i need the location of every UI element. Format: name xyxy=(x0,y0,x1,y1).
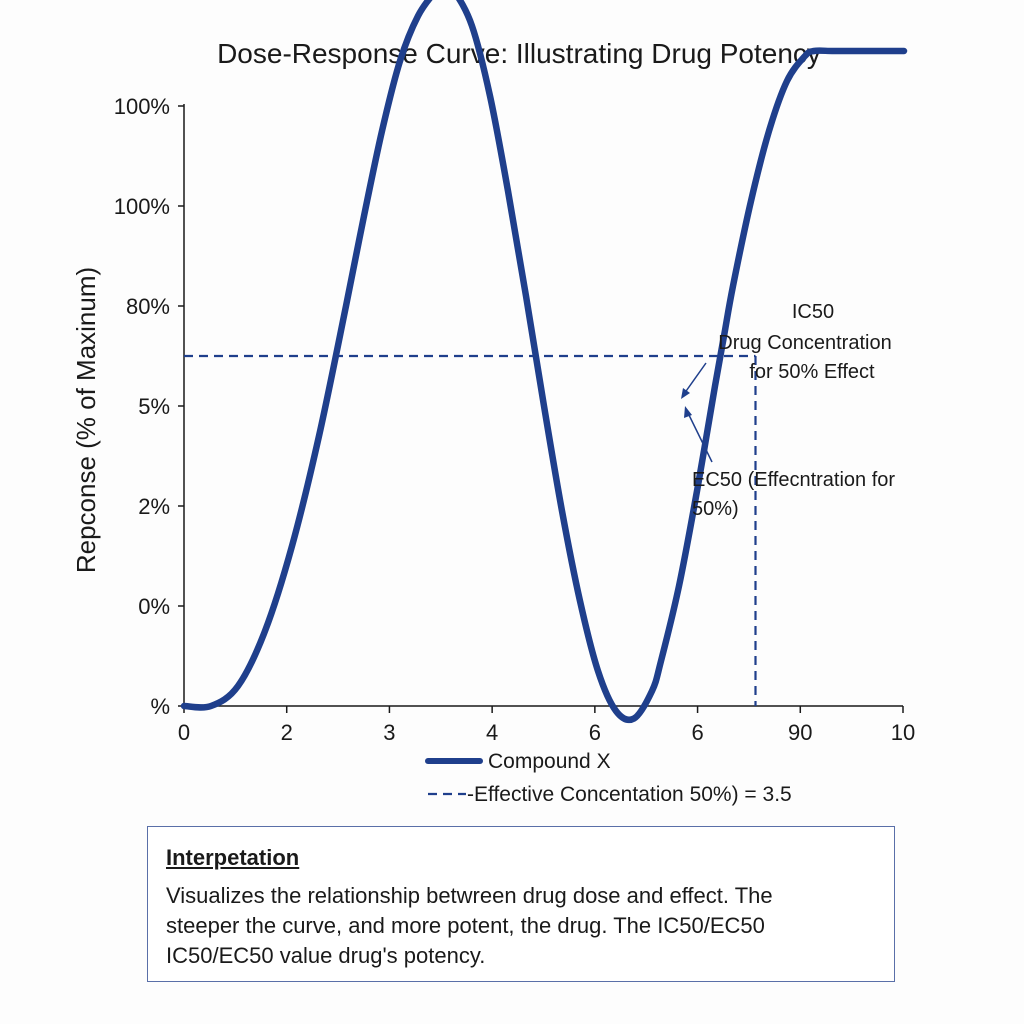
y-tick-label: 5% xyxy=(138,394,170,419)
interpretation-heading: Interpetation xyxy=(166,845,300,870)
x-tick-label: 6 xyxy=(691,720,703,745)
legend-label-reference: -Effective Concentation 50%) = 3.5 xyxy=(467,783,792,806)
y-tick-label: 100% xyxy=(114,94,170,119)
series-line-compound-x xyxy=(180,0,908,724)
legend-label-compound-x: Compound X xyxy=(488,750,611,773)
ec50-arrow-head xyxy=(684,406,692,418)
y-axis-ticks: % 0% 2% 5% 80% 100% 100% xyxy=(114,94,184,719)
ec50-annotation-line-2: 50%) xyxy=(692,498,739,520)
y-tick-label: % xyxy=(150,694,170,719)
x-tick-label: 0 xyxy=(178,720,190,745)
x-tick-label: 90 xyxy=(788,720,812,745)
interpretation-line-3: IC50/EC50 value drug's potency. xyxy=(166,943,486,968)
ic50-annotation-line-3: for 50% Effect xyxy=(749,361,875,383)
x-tick-label: 6 xyxy=(589,720,601,745)
chart-title: Dose-Response Curve: Illustrating Drug P… xyxy=(217,38,821,69)
interpretation-line-1: Visualizes the relationship betwreen dru… xyxy=(166,883,773,908)
y-tick-label: 2% xyxy=(138,494,170,519)
ic50-pointer-line xyxy=(683,362,707,395)
x-tick-label: 2 xyxy=(281,720,293,745)
ic50-arrow-head xyxy=(681,388,690,399)
dose-response-chart: Dose-Response Curve: Illustrating Drug P… xyxy=(71,0,915,806)
x-tick-label: 4 xyxy=(486,720,498,745)
x-axis-ticks: 0 2 3 4 6 6 90 10 xyxy=(178,706,915,745)
y-tick-label: 100% xyxy=(114,194,170,219)
ec50-annotation-line-1: EC50 (Effecntration for xyxy=(692,469,895,491)
y-tick-label: 80% xyxy=(126,294,170,319)
x-tick-label: 3 xyxy=(383,720,395,745)
interpretation-box: Interpetation Visualizes the relationshi… xyxy=(147,826,895,982)
x-tick-label: 10 xyxy=(891,720,915,745)
ec50-pointer-line xyxy=(687,412,713,463)
y-tick-label: 0% xyxy=(138,594,170,619)
ic50-annotation-line-1: IC50 xyxy=(792,301,834,323)
ic50-annotation-line-2: Drug Concentration xyxy=(718,332,891,354)
y-axis-title: Repconse (% of Maxinum) xyxy=(71,267,101,573)
interpretation-line-2: steeper the curve, and more potent, the … xyxy=(166,913,765,938)
interpretation-body: Visualizes the relationship betwreen dru… xyxy=(166,881,876,971)
